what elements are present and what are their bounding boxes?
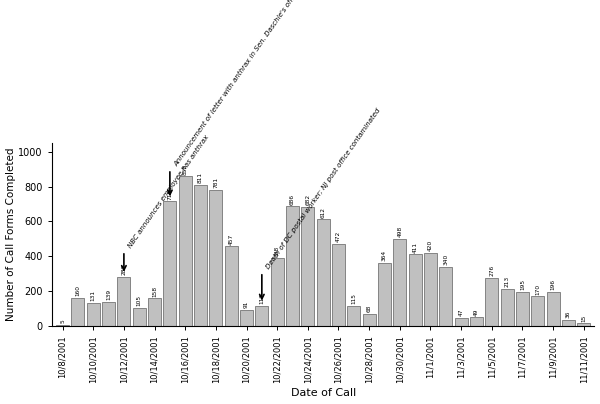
Text: 282: 282 (121, 264, 127, 275)
Text: NBC announces employee has anthrax: NBC announces employee has anthrax (127, 134, 210, 249)
Bar (516, 292, 529, 326)
Text: Death of DC postal worker; NJ post office contaminated: Death of DC postal worker; NJ post offic… (265, 107, 382, 270)
Text: 139: 139 (106, 289, 111, 300)
Bar (347, 306, 361, 326)
Text: 160: 160 (76, 285, 80, 297)
Bar (256, 305, 268, 326)
Text: 213: 213 (505, 276, 509, 287)
Text: 105: 105 (137, 295, 142, 306)
Bar (301, 207, 314, 326)
Bar (393, 239, 406, 326)
Text: 364: 364 (382, 250, 387, 261)
Text: 411: 411 (413, 242, 418, 252)
Bar (194, 185, 207, 326)
Bar (378, 263, 391, 326)
Bar (87, 303, 100, 326)
Bar (71, 298, 85, 326)
Bar (240, 310, 253, 326)
Bar (56, 325, 69, 326)
Text: 420: 420 (428, 240, 433, 251)
Text: Announcement of letter with anthrax in Sen. Daschle's office: Announcement of letter with anthrax in S… (173, 0, 301, 167)
Text: 340: 340 (443, 254, 448, 265)
Text: 115: 115 (352, 293, 356, 304)
Bar (332, 244, 345, 326)
Bar (286, 206, 299, 326)
Text: 811: 811 (198, 172, 203, 183)
Bar (500, 289, 514, 326)
Bar (148, 299, 161, 326)
Bar (409, 255, 422, 326)
Text: 858: 858 (183, 163, 188, 175)
Text: 36: 36 (566, 311, 571, 318)
Text: 117: 117 (259, 293, 265, 304)
Bar (562, 320, 575, 326)
Text: 195: 195 (520, 279, 525, 290)
Text: 131: 131 (91, 290, 96, 301)
Text: 498: 498 (397, 226, 402, 238)
Bar (485, 278, 498, 326)
Bar (271, 258, 284, 326)
Text: 15: 15 (581, 314, 586, 322)
Bar (133, 308, 146, 326)
Bar (102, 302, 115, 326)
Bar (531, 297, 544, 326)
Text: 388: 388 (275, 245, 280, 257)
Text: 170: 170 (535, 284, 540, 295)
Text: 196: 196 (551, 279, 556, 290)
Text: 5: 5 (60, 320, 65, 323)
Text: 47: 47 (458, 309, 464, 316)
Text: 457: 457 (229, 234, 233, 244)
Bar (577, 323, 590, 326)
Text: 715: 715 (167, 188, 172, 200)
Bar (209, 190, 223, 326)
Bar (224, 246, 238, 326)
Text: 472: 472 (336, 231, 341, 242)
Y-axis label: Number of Call Forms Completed: Number of Call Forms Completed (5, 148, 16, 321)
Bar (439, 267, 452, 326)
Bar (118, 277, 130, 326)
Text: 612: 612 (320, 206, 326, 217)
Text: 68: 68 (367, 305, 371, 312)
Text: 276: 276 (489, 265, 494, 276)
Bar (424, 253, 437, 326)
Bar (547, 292, 560, 326)
Bar (163, 201, 176, 326)
Bar (470, 318, 483, 326)
Text: 158: 158 (152, 286, 157, 297)
Bar (455, 318, 467, 326)
Bar (179, 177, 192, 326)
X-axis label: Date of Call: Date of Call (290, 388, 356, 398)
Text: 49: 49 (474, 308, 479, 316)
Text: 682: 682 (305, 194, 310, 205)
Text: 91: 91 (244, 301, 249, 308)
Bar (317, 219, 329, 326)
Bar (362, 314, 376, 326)
Text: 686: 686 (290, 194, 295, 205)
Text: 781: 781 (214, 177, 218, 188)
